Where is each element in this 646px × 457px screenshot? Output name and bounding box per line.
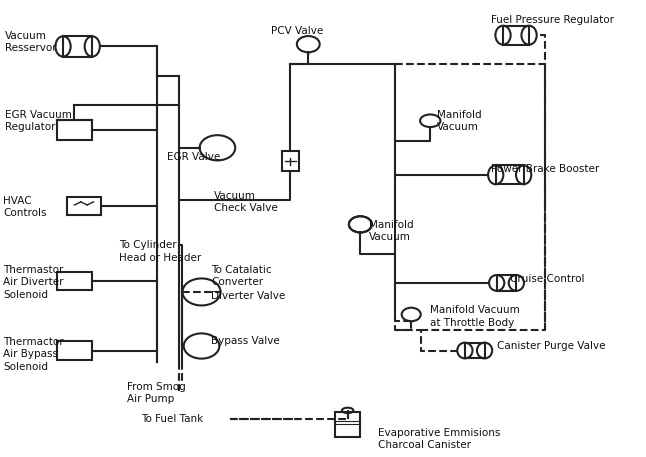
Bar — [282, 151, 299, 171]
Text: Manifold Vacuum
at Throttle Body: Manifold Vacuum at Throttle Body — [430, 305, 520, 328]
Text: EGR Valve: EGR Valve — [167, 152, 220, 162]
Text: Thermactor
Air Bypass
Solenoid: Thermactor Air Bypass Solenoid — [3, 337, 64, 372]
Text: EGR Vacuum
Regulator: EGR Vacuum Regulator — [5, 110, 72, 132]
Text: From Smog
Air Pump: From Smog Air Pump — [127, 382, 186, 404]
Bar — [67, 197, 101, 215]
Text: PCV Valve: PCV Valve — [271, 26, 324, 36]
Bar — [57, 341, 92, 360]
Bar — [335, 413, 360, 437]
Text: Fuel Pressure Regulator: Fuel Pressure Regulator — [490, 15, 614, 25]
Text: Evaporative Emmisions
Charcoal Canister: Evaporative Emmisions Charcoal Canister — [377, 428, 500, 451]
Text: To Cylinder
Head or Header: To Cylinder Head or Header — [119, 240, 201, 262]
Text: Cruise Control: Cruise Control — [510, 274, 584, 284]
Bar — [57, 271, 92, 290]
Text: Manifold
Vacuum: Manifold Vacuum — [369, 220, 413, 242]
Text: Thermastor
Air Diverter
Solenoid: Thermastor Air Diverter Solenoid — [3, 265, 64, 300]
Text: Diverter Valve: Diverter Valve — [211, 291, 286, 301]
Text: Canister Purge Valve: Canister Purge Valve — [497, 341, 605, 351]
Text: To Fuel Tank: To Fuel Tank — [141, 414, 203, 425]
Text: HVAC
Controls: HVAC Controls — [3, 196, 47, 218]
Text: Vacuum
Check Valve: Vacuum Check Valve — [214, 191, 278, 213]
Text: Vacuum
Resservor: Vacuum Resservor — [5, 31, 56, 53]
Text: Power Brake Booster: Power Brake Booster — [490, 164, 599, 174]
Text: To Catalatic
Converter: To Catalatic Converter — [211, 265, 272, 287]
Text: Manifold
Vacuum: Manifold Vacuum — [437, 110, 481, 132]
Text: Bypass Valve: Bypass Valve — [211, 335, 280, 345]
Bar — [57, 120, 92, 140]
